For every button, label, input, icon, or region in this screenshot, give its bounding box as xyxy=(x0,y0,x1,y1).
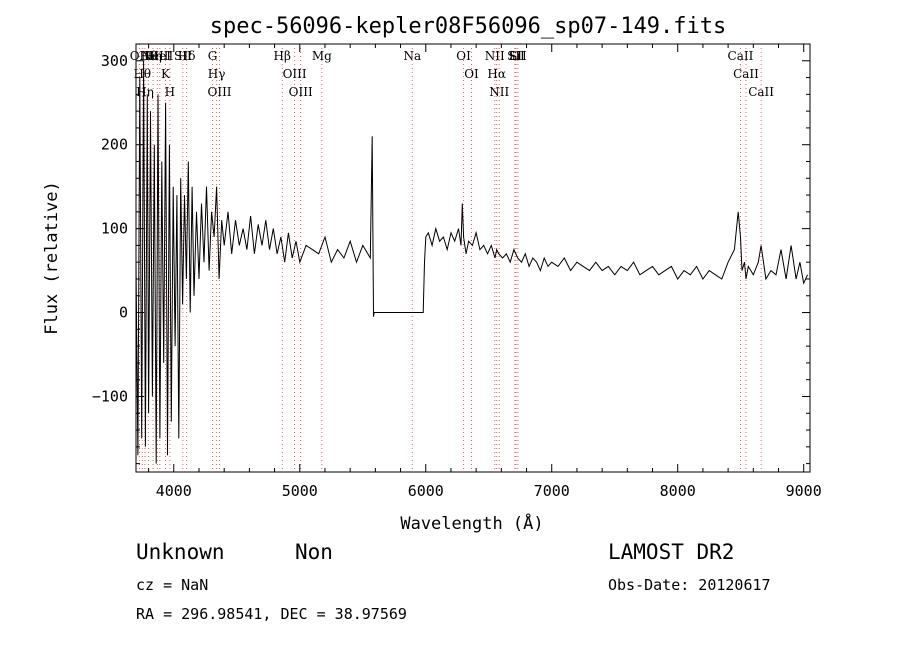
line-label: H xyxy=(165,85,175,99)
y-tick-label: 200 xyxy=(101,136,128,154)
x-tick-label: 6000 xyxy=(408,482,444,500)
line-label: CaII xyxy=(748,85,774,99)
line-label: OI xyxy=(464,67,479,81)
spectrum-line xyxy=(135,60,808,464)
line-label: OIII xyxy=(283,67,307,81)
x-tick-label: 5000 xyxy=(282,482,318,500)
line-label: SII xyxy=(174,49,192,63)
line-label: OII xyxy=(130,49,150,63)
line-label: Hη xyxy=(136,85,154,99)
line-label: NII xyxy=(489,85,509,99)
class-label: Unknown xyxy=(136,540,225,564)
line-label: OIII xyxy=(289,85,313,99)
line-label: OI xyxy=(456,49,471,63)
y-axis-label: Flux (relative) xyxy=(42,181,62,335)
survey-label: LAMOST DR2 xyxy=(608,540,735,564)
line-label: CaII xyxy=(728,49,754,63)
line-label: Hγ xyxy=(208,67,226,81)
chart-title: spec-56096-kepler08F56096_sp07-149.fits xyxy=(210,14,727,39)
cz-value: cz = NaN xyxy=(136,576,209,594)
line-label: Hβ xyxy=(274,49,291,63)
line-markers xyxy=(138,44,762,472)
line-label: Hθ xyxy=(133,67,151,81)
subclass-label: Non xyxy=(295,540,333,564)
line-label: Hδ xyxy=(178,49,196,63)
x-tick-label: 4000 xyxy=(156,482,192,500)
y-tick-label: 100 xyxy=(101,220,128,238)
line-label: CaII xyxy=(733,67,759,81)
plot-frame xyxy=(135,43,811,473)
axes: 4000 5000 6000 7000 8000 9000 −100 0 100 200 300 xyxy=(92,43,822,500)
line-label: Hη xyxy=(144,49,162,63)
line-label: Na xyxy=(403,49,421,63)
y-tick-label: 300 xyxy=(101,52,128,70)
line-label: G xyxy=(208,49,218,63)
line-label: Hθ xyxy=(139,49,157,63)
line-label: HeI xyxy=(149,49,172,63)
line-label: SII xyxy=(509,49,527,63)
obs-date: Obs-Date: 20120617 xyxy=(608,576,771,594)
x-axis-label: Wavelength (Å) xyxy=(400,512,543,534)
x-tick-label: 7000 xyxy=(534,482,570,500)
line-label: NII xyxy=(485,49,505,63)
line-label: OIII xyxy=(207,85,231,99)
line-label: K xyxy=(161,67,171,81)
x-tick-label: 8000 xyxy=(660,482,696,500)
y-tick-label: −100 xyxy=(92,387,128,405)
line-label: Li xyxy=(509,49,521,63)
line-label: Hα xyxy=(487,67,506,81)
line-label: NeIII xyxy=(141,49,173,63)
coordinates: RA = 296.98541, DEC = 38.97569 xyxy=(136,605,407,623)
line-label: SII xyxy=(507,49,525,63)
line-label: Mg xyxy=(312,49,332,63)
x-tick-label: 9000 xyxy=(786,482,822,500)
y-tick-label: 0 xyxy=(119,304,128,322)
